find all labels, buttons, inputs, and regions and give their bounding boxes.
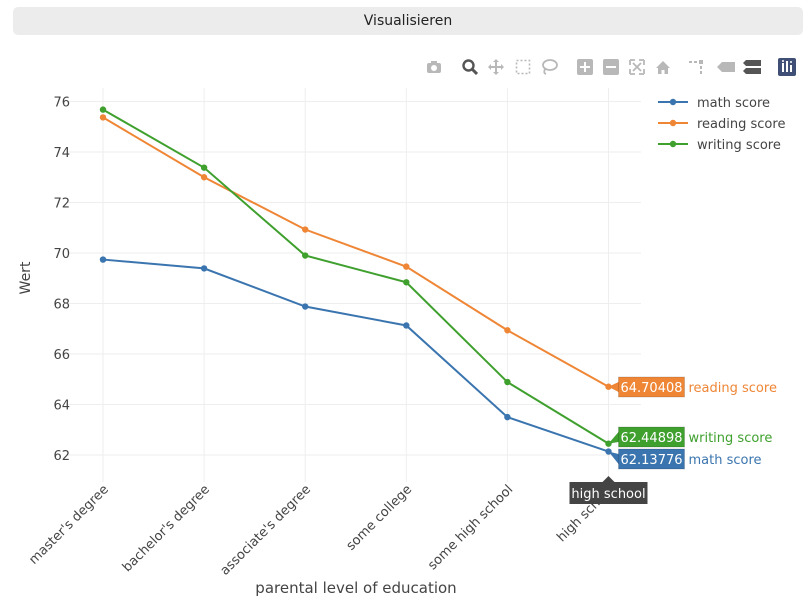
data-point[interactable]	[200, 265, 208, 272]
data-point[interactable]	[99, 106, 107, 113]
hover-value-box	[618, 376, 685, 398]
hover-series-name: math score	[689, 453, 762, 468]
chart-legend: math score reading score writing score	[658, 96, 785, 153]
hover-series-name: reading score	[689, 381, 777, 396]
autoscale-icon[interactable]	[627, 57, 647, 77]
hover-value-box	[618, 448, 685, 470]
legend-label[interactable]: writing score	[697, 138, 781, 153]
data-point[interactable]	[403, 322, 410, 329]
hover-category-pointer	[602, 476, 615, 482]
hover-value: 64.70408	[620, 381, 682, 396]
zoom-out-icon[interactable]	[601, 57, 621, 77]
visualize-label: Visualisieren	[363, 13, 453, 29]
data-point[interactable]	[99, 114, 107, 121]
spike-lines-icon[interactable]	[686, 57, 706, 77]
hover-pointer	[608, 451, 619, 464]
x-tick-label: some high school	[425, 482, 516, 573]
data-point[interactable]	[200, 164, 208, 171]
lasso-select-icon[interactable]	[539, 57, 559, 77]
data-point[interactable]	[200, 174, 208, 181]
data-point[interactable]	[302, 303, 309, 310]
hover-category-box	[569, 482, 648, 504]
hover-series-name: writing score	[689, 431, 773, 446]
hover-pointer	[608, 382, 619, 392]
visualize-button[interactable]: Visualisieren	[13, 7, 803, 35]
x-axis-title: parental level of education	[255, 579, 456, 597]
y-tick-label: 70	[53, 247, 70, 262]
series-line-reading-score[interactable]	[102, 116, 609, 388]
hover-labels: 64.70408 reading score 62.44898 writing sco…	[569, 376, 777, 504]
x-tick-label: associate's degree	[218, 482, 314, 578]
data-point[interactable]	[403, 263, 410, 270]
legend-marker	[669, 98, 677, 106]
y-tick-label: 62	[53, 449, 70, 464]
y-tick-label: 74	[53, 146, 70, 161]
series-line-writing-score[interactable]	[102, 108, 610, 445]
x-tick-label: bachelor's degree	[120, 482, 213, 575]
series-line-math-score[interactable]	[102, 258, 609, 453]
x-tick-label: some college	[344, 482, 415, 553]
y-tick-label: 76	[53, 96, 70, 111]
zoom-icon[interactable]	[460, 57, 480, 77]
y-tick-label: 68	[53, 298, 70, 313]
hover-value: 62.13776	[620, 453, 682, 468]
pan-icon[interactable]	[486, 57, 506, 77]
zoom-in-icon[interactable]	[575, 57, 595, 77]
data-point[interactable]	[504, 378, 511, 386]
legend-label[interactable]: math score	[697, 96, 770, 111]
data-point[interactable]	[99, 256, 107, 263]
data-point[interactable]	[504, 327, 511, 334]
hover-category-label: high school	[571, 487, 645, 502]
legend-marker	[669, 119, 677, 127]
data-point[interactable]	[504, 413, 511, 421]
legend-marker	[669, 140, 677, 148]
box-select-icon[interactable]	[513, 57, 533, 77]
hover-compare-icon[interactable]	[742, 57, 762, 77]
y-tick-label: 72	[53, 197, 70, 212]
hover-value-box	[618, 426, 685, 448]
hover-value: 62.44898	[620, 431, 682, 446]
hover-closest-icon[interactable]	[716, 57, 736, 77]
x-tick-label: master's degree	[26, 482, 111, 567]
data-point[interactable]	[302, 252, 309, 259]
data-point[interactable]	[302, 226, 309, 233]
legend-label[interactable]: reading score	[697, 117, 785, 132]
y-tick-label: 66	[53, 348, 70, 363]
y-tick-label: 64	[53, 399, 70, 414]
reset-axes-icon[interactable]	[653, 57, 673, 77]
camera-icon[interactable]	[424, 57, 444, 77]
data-point[interactable]	[403, 279, 410, 286]
plotly-logo-icon[interactable]	[777, 57, 797, 77]
hover-pointer	[608, 432, 619, 444]
y-axis-title: Wert	[18, 261, 34, 294]
